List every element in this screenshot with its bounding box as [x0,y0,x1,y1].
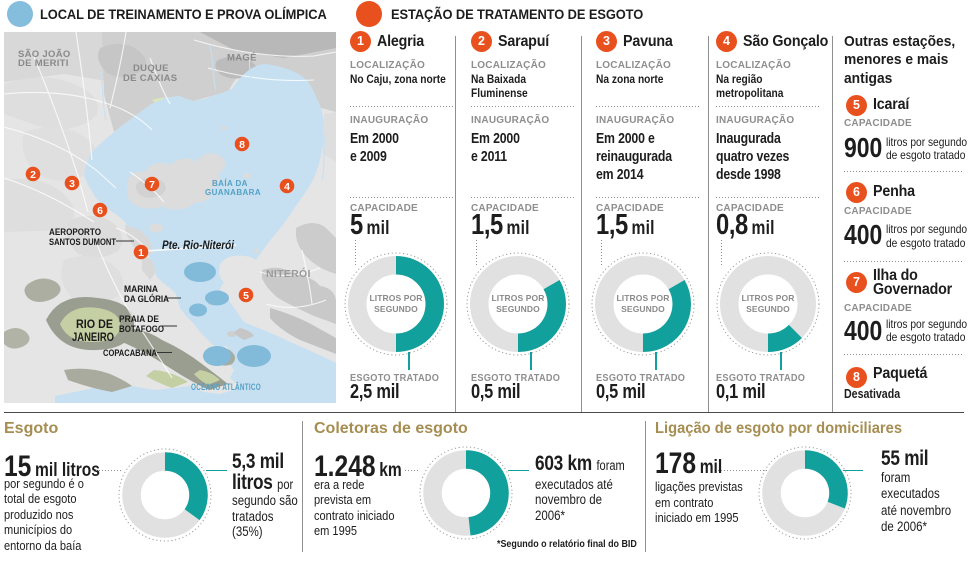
svg-text:DE CAXIAS: DE CAXIAS [123,73,177,84]
svg-text:7: 7 [149,179,155,191]
svg-text:COPACABANA: COPACABANA [103,348,157,359]
svg-text:SANTOS DUMONT: SANTOS DUMONT [49,237,116,248]
svg-text:6: 6 [97,205,103,217]
svg-text:OCEANO ATLÂNTICO: OCEANO ATLÂNTICO [191,381,261,392]
svg-text:5: 5 [243,290,249,302]
svg-text:3: 3 [69,178,75,190]
svg-text:DUQUE: DUQUE [133,63,169,74]
svg-text:4: 4 [284,181,290,193]
svg-text:PRAIA DE: PRAIA DE [119,314,159,325]
svg-text:8: 8 [239,139,245,151]
svg-text:1: 1 [138,247,144,259]
svg-text:2: 2 [30,169,36,181]
svg-text:MAGÉ: MAGÉ [227,53,257,64]
svg-text:Pte. Rio-Niterói: Pte. Rio-Niterói [162,238,235,252]
svg-text:JANEIRO: JANEIRO [72,332,114,344]
svg-text:AEROPORTO: AEROPORTO [49,227,101,238]
svg-text:BAÍA DA: BAÍA DA [212,179,248,188]
svg-text:NITERÓI: NITERÓI [266,267,311,280]
svg-text:MARINA: MARINA [124,284,158,295]
svg-text:GUANABARA: GUANABARA [205,188,261,197]
svg-text:DA GLÓRIA: DA GLÓRIA [124,293,169,305]
svg-text:RIO DE: RIO DE [76,319,113,331]
svg-text:SÃO JOÃO: SÃO JOÃO [18,49,71,60]
svg-text:BOTAFOGO: BOTAFOGO [119,324,164,335]
svg-text:DE MERITI: DE MERITI [18,58,69,69]
